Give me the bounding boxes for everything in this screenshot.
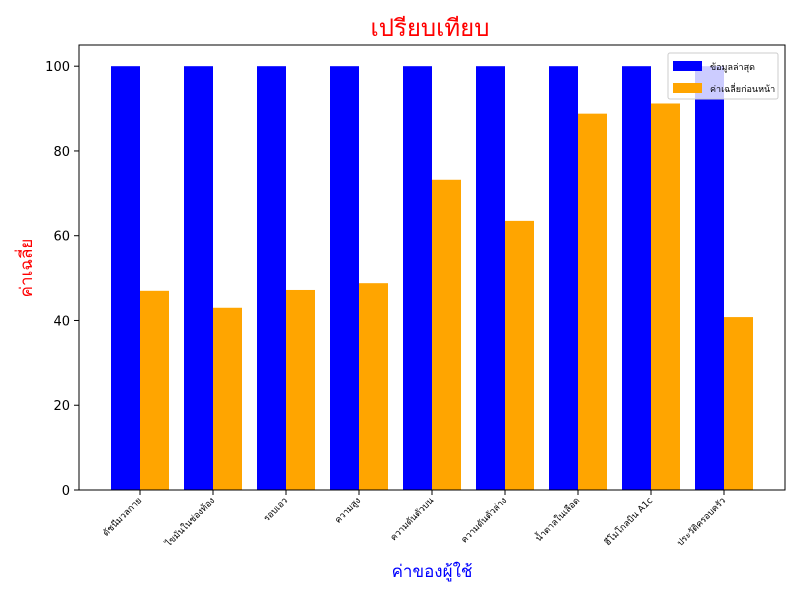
bar-latest-1 [184,66,213,490]
bar-previous-average-8 [724,317,753,490]
bar-previous-average-2 [286,289,315,490]
x-axis-label: ค่าของผู้ใช้ [392,561,473,582]
bar-previous-average-5 [505,220,534,490]
bar-latest-6 [549,66,578,490]
bar-latest-8 [695,66,724,490]
bar-previous-average-1 [213,307,242,490]
bar-latest-5 [476,66,505,490]
y-tick-label: 40 [53,314,70,329]
legend-swatch-1 [673,83,702,93]
bar-latest-7 [622,66,651,490]
bar-previous-average-6 [578,113,607,491]
bar-latest-4 [403,66,432,490]
y-tick-label: 0 [62,484,70,499]
y-tick-label: 60 [53,230,70,245]
y-axis-label: ค่าเฉลี่ย [14,239,37,298]
legend-label-1: ค่าเฉลี่ยก่อนหน้า [710,82,775,95]
y-tick-label: 20 [53,399,70,414]
legend: ข้อมูลล่าสุดค่าเฉลี่ยก่อนหน้า [667,52,779,100]
bar-previous-average-0 [140,290,169,490]
bar-previous-average-7 [651,103,680,490]
bar-latest-2 [257,66,286,490]
y-axis: 0 20 40 60 80 100 [45,60,79,499]
plot-frame [78,44,786,491]
legend-label-0: ข้อมูลล่าสุด [710,62,755,73]
legend-swatch-0 [673,61,702,71]
bar-latest-3 [330,66,359,490]
chart-title: เปรียบเทียบ [371,14,490,42]
y-tick-label: 80 [53,145,70,160]
y-tick-label: 100 [45,60,70,75]
bar-latest-0 [111,66,140,490]
bar-previous-average-3 [359,283,388,490]
bar-previous-average-4 [432,179,461,490]
bars-group [111,66,753,491]
